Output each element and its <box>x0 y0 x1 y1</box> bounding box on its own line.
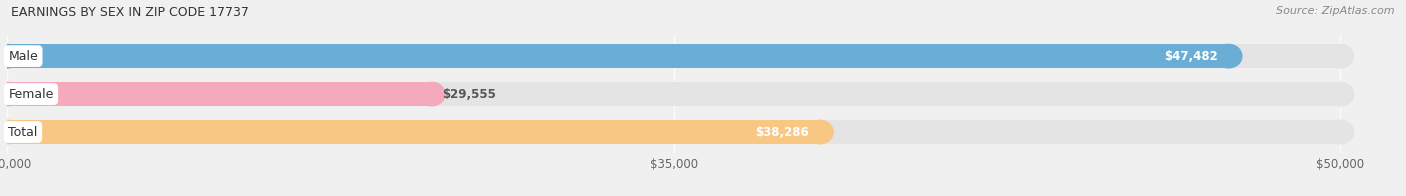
Ellipse shape <box>1327 82 1354 106</box>
Bar <box>7 120 1340 144</box>
Text: $29,555: $29,555 <box>443 88 496 101</box>
Ellipse shape <box>1327 120 1354 144</box>
Ellipse shape <box>0 120 20 144</box>
Bar <box>7 82 1340 106</box>
Bar <box>7 82 432 106</box>
Ellipse shape <box>1215 44 1241 68</box>
Bar <box>7 120 820 144</box>
Text: Male: Male <box>8 50 38 63</box>
Ellipse shape <box>0 82 20 106</box>
Ellipse shape <box>0 44 20 68</box>
Ellipse shape <box>807 120 834 144</box>
Ellipse shape <box>0 44 20 68</box>
Bar <box>7 44 1229 68</box>
Ellipse shape <box>1327 44 1354 68</box>
Text: $38,286: $38,286 <box>755 125 808 139</box>
Text: Total: Total <box>8 125 38 139</box>
Text: EARNINGS BY SEX IN ZIP CODE 17737: EARNINGS BY SEX IN ZIP CODE 17737 <box>11 6 249 19</box>
Ellipse shape <box>0 120 20 144</box>
Text: Source: ZipAtlas.com: Source: ZipAtlas.com <box>1277 6 1395 16</box>
Bar <box>7 44 1340 68</box>
Ellipse shape <box>419 82 446 106</box>
Text: $47,482: $47,482 <box>1164 50 1218 63</box>
Text: Female: Female <box>8 88 53 101</box>
Ellipse shape <box>0 82 20 106</box>
